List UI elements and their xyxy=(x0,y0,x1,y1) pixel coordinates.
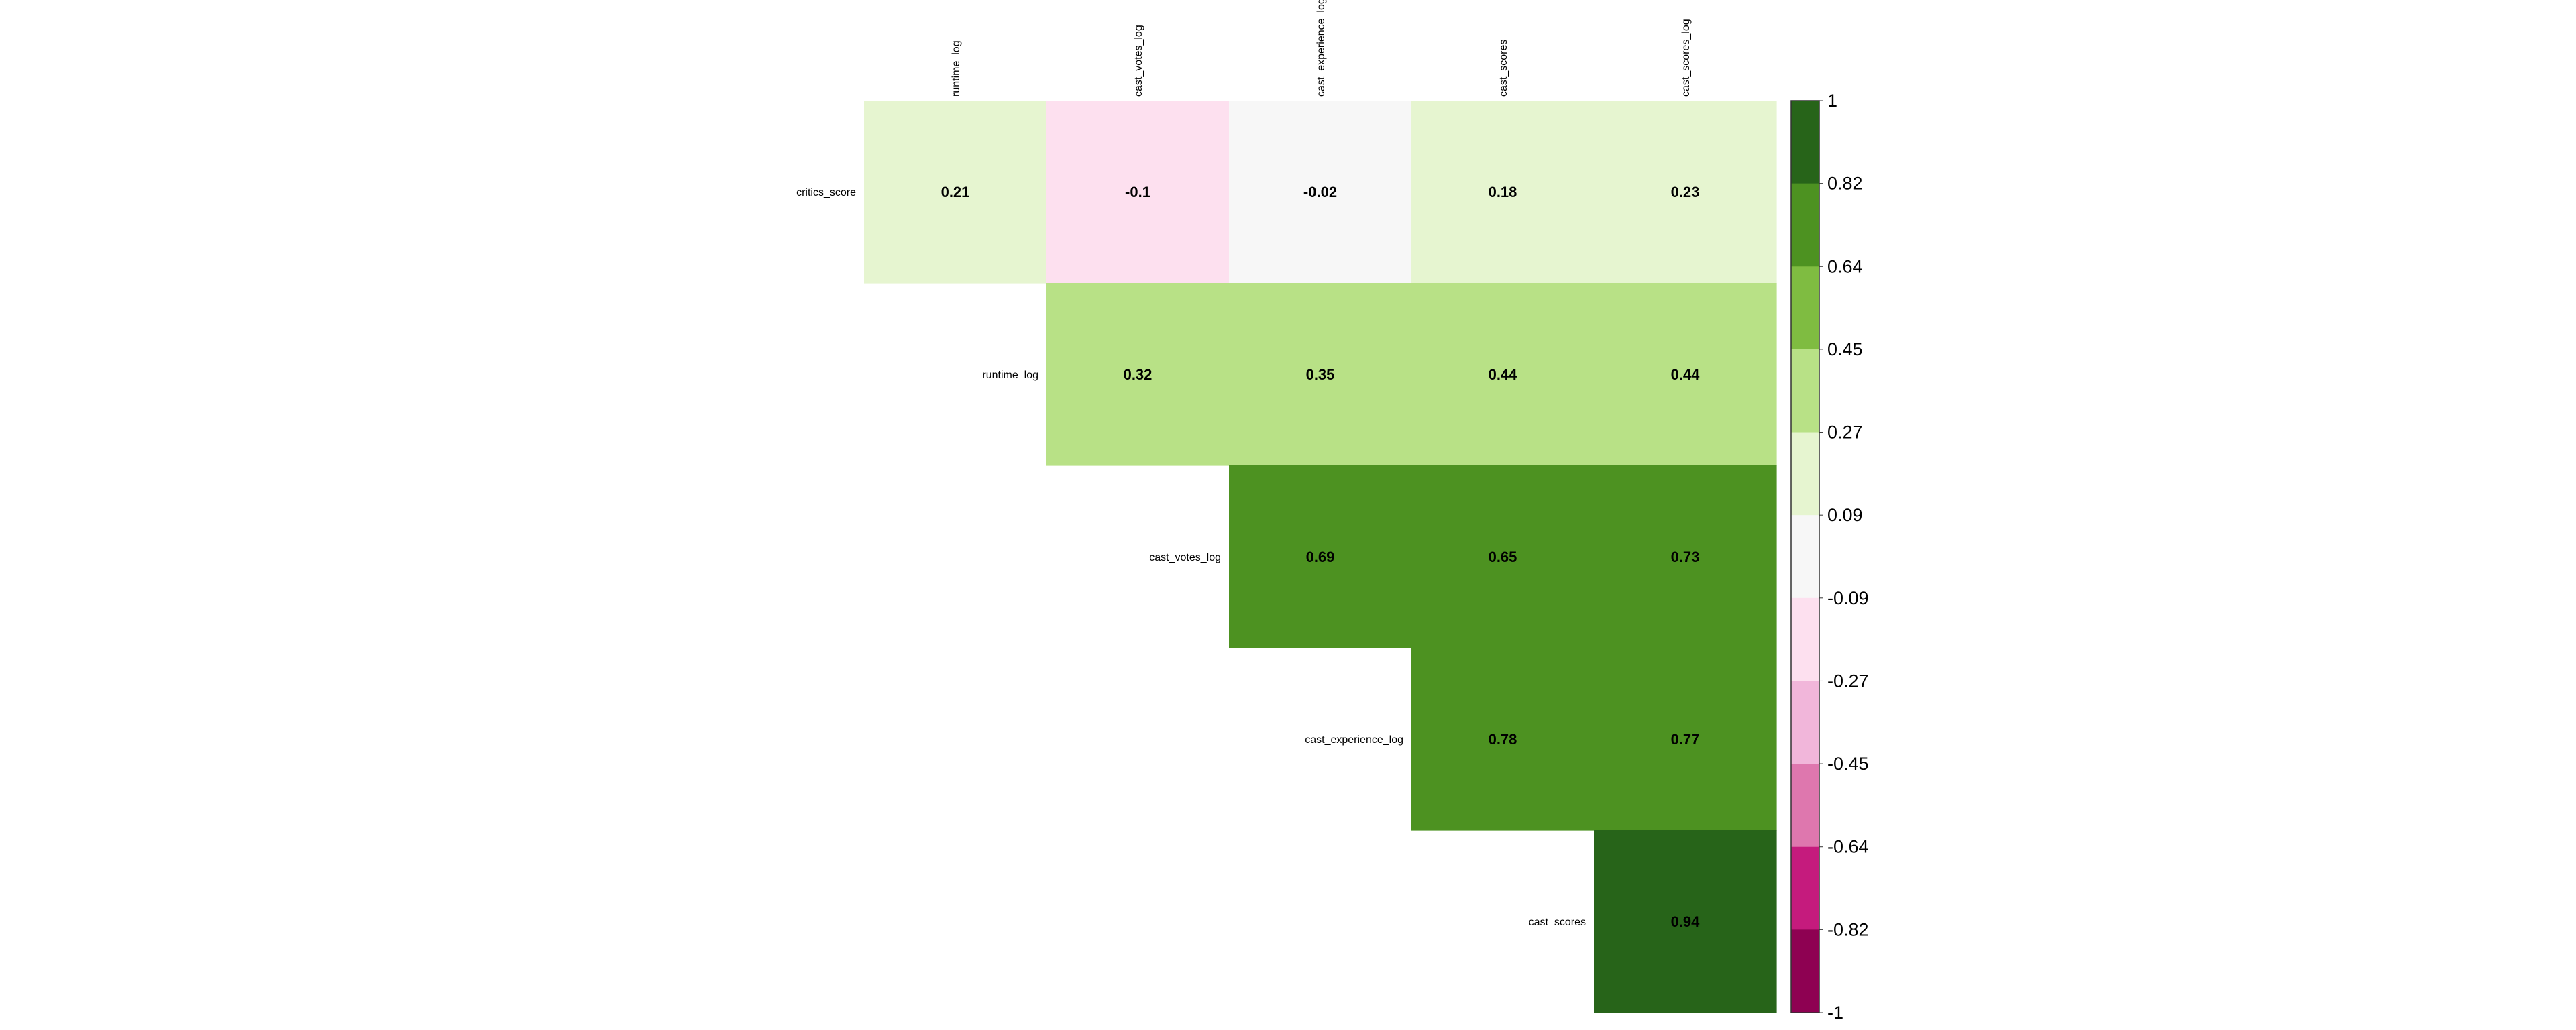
column-label: cast_scores xyxy=(1498,40,1509,97)
legend-tick-label: -0.27 xyxy=(1827,671,1869,691)
cell-value-label: 0.73 xyxy=(1671,549,1700,565)
legend-tick-label: 0.45 xyxy=(1827,339,1863,359)
cell-value-label: -0.02 xyxy=(1303,184,1337,201)
legend-tick-label: -0.64 xyxy=(1827,837,1869,857)
cell-value-label: 0.44 xyxy=(1671,366,1701,383)
cell-value-label: 0.23 xyxy=(1671,184,1700,201)
heatmap-cell xyxy=(1411,465,1595,648)
color-legend: 1 0.82 0.64 0.45 0.27 0.09 -0.09 -0.27 -0.45 -0.6… xyxy=(1790,91,1869,1023)
heatmap-cell xyxy=(1229,283,1412,466)
legend-color-segment xyxy=(1791,101,1819,184)
legend-tick-label: 0.82 xyxy=(1827,174,1863,194)
legend-tick-label: -0.45 xyxy=(1827,754,1869,774)
cell-value-label: 0.35 xyxy=(1306,366,1335,383)
cell-value-label: 0.44 xyxy=(1489,366,1518,383)
legend-tick-label: 0.09 xyxy=(1827,505,1863,525)
row-label: cast_experience_log xyxy=(1305,734,1403,746)
legend-color-segment xyxy=(1791,349,1819,433)
cell-value-label: 0.18 xyxy=(1489,184,1517,201)
cell-value-label: 0.77 xyxy=(1671,731,1700,748)
cell-value-label: 0.32 xyxy=(1124,366,1152,383)
heatmap-cell xyxy=(1594,648,1777,831)
row-label: runtime_log xyxy=(982,369,1038,381)
cell-value-label: 0.78 xyxy=(1489,731,1517,748)
legend-color-segment xyxy=(1791,846,1819,930)
column-label: cast_scores_log xyxy=(1680,19,1692,97)
legend-color-segment xyxy=(1791,681,1819,764)
cell-value-label: 0.69 xyxy=(1306,549,1335,565)
legend-color-segment xyxy=(1791,183,1819,267)
legend-tick-label: -1 xyxy=(1827,1003,1843,1023)
heatmap-cell xyxy=(1594,283,1777,466)
legend-color-segment xyxy=(1791,764,1819,848)
heatmap-cell xyxy=(1594,830,1777,1013)
heatmap-cell xyxy=(864,101,1047,284)
cell-value-label: -0.1 xyxy=(1125,184,1150,201)
legend-color-segment xyxy=(1791,515,1819,599)
cell-value-label: 0.94 xyxy=(1671,913,1701,930)
heatmap-cells xyxy=(864,101,1777,1013)
legend-color-segment xyxy=(1791,266,1819,350)
cell-value-label: 0.21 xyxy=(941,184,970,201)
row-label: cast_votes_log xyxy=(1149,552,1221,563)
column-label: cast_experience_log xyxy=(1316,0,1327,97)
legend-tick-label: -0.82 xyxy=(1827,919,1869,939)
heatmap-cell xyxy=(1594,465,1777,648)
row-label: cast_scores xyxy=(1529,917,1586,928)
column-label: cast_votes_log xyxy=(1133,25,1144,97)
heatmap-cell xyxy=(1046,101,1230,284)
legend-tick-label: 0.27 xyxy=(1827,422,1863,443)
heatmap-cell xyxy=(1594,101,1777,284)
legend-tick-label: 1 xyxy=(1827,91,1837,111)
legend-tick-label: 0.64 xyxy=(1827,256,1863,276)
legend-color-segment xyxy=(1791,597,1819,681)
heatmap-cell xyxy=(1229,101,1412,284)
row-labels: critics_score runtime_log cast_votes_logca… xyxy=(796,187,1586,928)
heatmap-cell xyxy=(1411,101,1595,284)
heatmap-cell xyxy=(1046,283,1230,466)
row-label: critics_score xyxy=(796,187,856,198)
heatmap-cell xyxy=(1411,648,1595,831)
heatmap-cell xyxy=(1411,283,1595,466)
cell-value-label: 0.65 xyxy=(1489,549,1517,565)
column-labels: runtime_log cast_votes_log cast_experience… xyxy=(951,0,1692,97)
legend-tick-label: -0.09 xyxy=(1827,588,1869,608)
column-label: runtime_log xyxy=(951,40,962,97)
heatmap-value-labels: 0.21 -0.1 -0.02 0.18 0.23 0.32 0.35 0.44 0.44 0.6… xyxy=(941,184,1701,930)
legend-frame xyxy=(1790,100,1820,1013)
heatmap-cell xyxy=(1229,465,1412,648)
legend-color-segment xyxy=(1791,929,1819,1013)
legend-color-segment xyxy=(1791,432,1819,516)
